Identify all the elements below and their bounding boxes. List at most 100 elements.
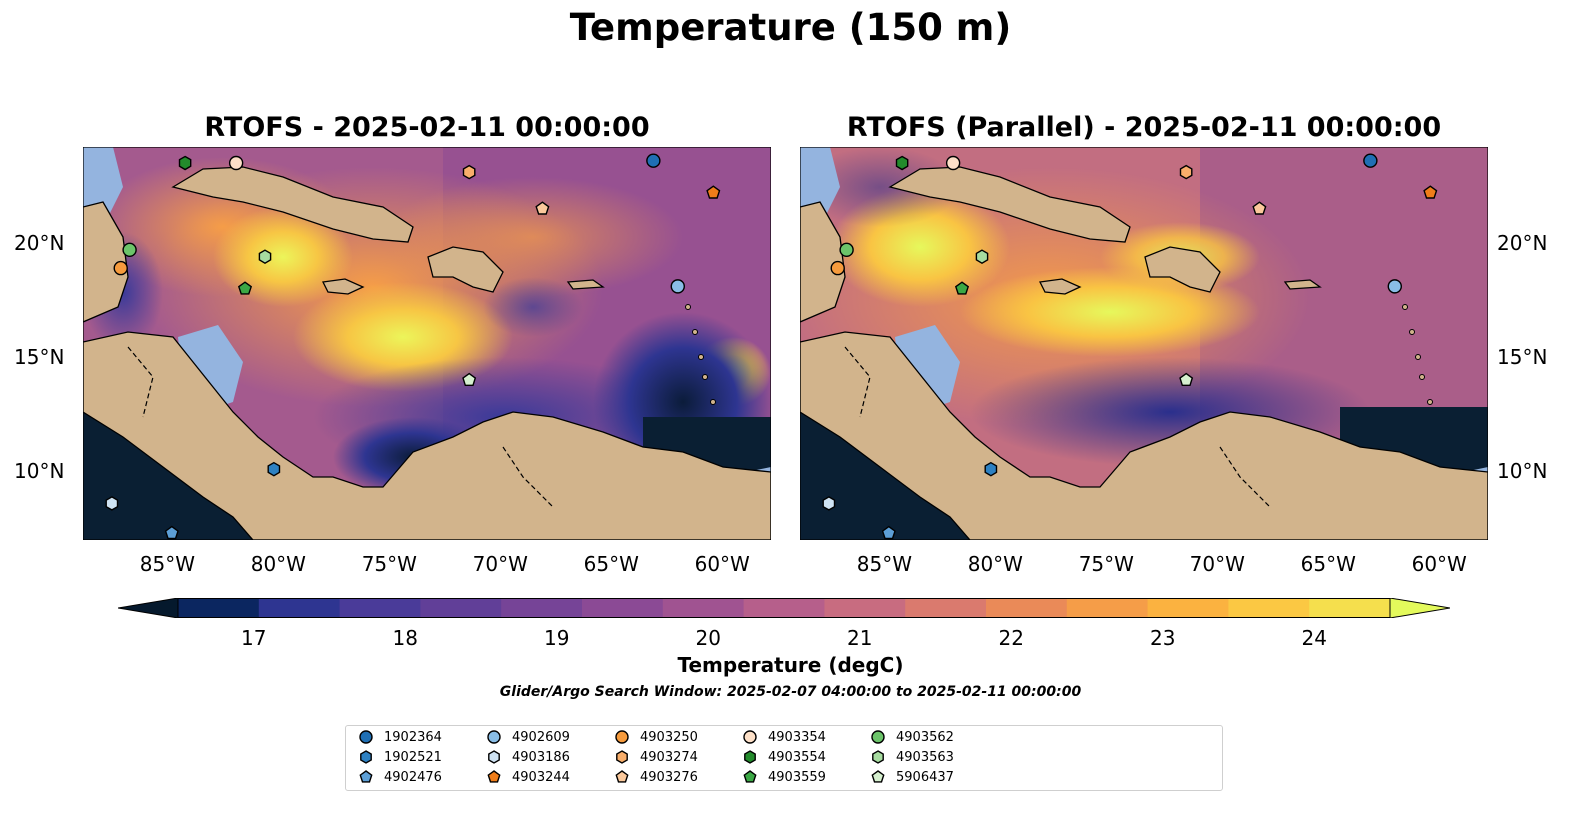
float-marker-4903276	[535, 201, 550, 215]
float-marker-4903186	[105, 496, 119, 511]
lat-tick-label: 15°N	[14, 345, 65, 370]
legend-label: 4902609	[512, 729, 570, 745]
float-marker-1902521	[984, 461, 998, 477]
lat-tick-label: 20°N	[14, 230, 65, 255]
legend-entry-4903244: 4903244	[486, 769, 570, 785]
float-marker-4903276	[1252, 201, 1267, 215]
float-marker-1902364	[1363, 153, 1378, 168]
legend-label: 4903559	[768, 769, 826, 785]
colorbar-segment	[582, 598, 664, 618]
colorbar-tick-label: 23	[1150, 626, 1176, 650]
pentagon-marker-icon	[487, 770, 501, 783]
colorbar-segment	[662, 598, 745, 618]
float-legend: 1902364 1902521 4902476 4902609 4903186 49032…	[345, 725, 1223, 791]
legend-entry-4903562: 4903562	[870, 729, 954, 745]
legend-label: 4903562	[896, 729, 954, 745]
temperature-colorbar	[118, 598, 1450, 618]
pentagon-marker-icon	[359, 770, 373, 783]
lat-tick-label: 15°N	[1497, 345, 1548, 370]
figure-title: Temperature (150 m)	[569, 6, 1012, 49]
colorbar-segment	[905, 598, 987, 618]
float-marker-4903554	[178, 155, 192, 171]
float-marker-4903559	[954, 281, 970, 295]
pentagon-marker-icon	[743, 770, 757, 783]
legend-entry-4903276: 4903276	[614, 769, 698, 785]
right-panel-title: RTOFS (Parallel) - 2025-02-11 00:00:00	[846, 112, 1442, 143]
lon-tick-label: 85°W	[139, 552, 195, 576]
circle-marker-icon	[487, 730, 501, 744]
float-marker-4902609	[1387, 279, 1402, 294]
legend-label: 4903274	[640, 749, 698, 765]
colorbar-tick-label: 18	[392, 626, 418, 650]
rtofs-map-panel	[83, 147, 771, 540]
legend-entry-4903554: 4903554	[742, 749, 826, 765]
colorbar-segment	[1228, 598, 1310, 618]
legend-entry-4902476: 4902476	[358, 769, 442, 785]
colorbar-tick-label: 17	[241, 626, 267, 650]
float-marker-4903244	[706, 185, 721, 199]
colorbar-tick-label: 24	[1301, 626, 1327, 650]
lon-tick-label: 70°W	[1189, 552, 1245, 576]
circle-marker-icon	[743, 730, 757, 744]
float-marker-5906437	[1179, 372, 1194, 387]
float-marker-1902521	[267, 461, 281, 477]
colorbar-tick-label: 19	[544, 626, 570, 650]
circle-marker-icon	[871, 730, 885, 744]
colorbar-extend-high	[1389, 598, 1450, 618]
lon-tick-label: 65°W	[1300, 552, 1356, 576]
hexagon-marker-icon	[616, 750, 628, 764]
lon-tick-label: 60°W	[694, 552, 750, 576]
float-marker-4903274	[1179, 164, 1193, 180]
lat-tick-label: 20°N	[1497, 230, 1548, 255]
legend-label: 1902521	[384, 749, 442, 765]
float-marker-4903186	[822, 496, 836, 511]
float-marker-5906437	[462, 372, 477, 387]
lon-tick-label: 85°W	[856, 552, 912, 576]
float-marker-4903563	[975, 249, 989, 265]
legend-label: 4902476	[384, 769, 442, 785]
rtofs-parallel-map-panel	[800, 147, 1488, 540]
float-marker-4902476	[164, 525, 179, 540]
float-marker-4903562	[839, 242, 854, 258]
float-marker-1902364	[646, 153, 661, 168]
legend-label: 1902364	[384, 729, 442, 745]
colorbar-segment	[501, 598, 583, 618]
legend-entry-4903250: 4903250	[614, 729, 698, 745]
colorbar-segment	[1309, 598, 1391, 618]
float-marker-4903554	[895, 155, 909, 171]
legend-entry-5906437: 5906437	[870, 769, 954, 785]
legend-entry-4903563: 4903563	[870, 749, 954, 765]
lon-tick-label: 80°W	[250, 552, 306, 576]
pentagon-marker-icon	[871, 770, 885, 783]
lon-tick-label: 65°W	[583, 552, 639, 576]
colorbar-tick-label: 21	[847, 626, 873, 650]
colorbar-segment	[178, 598, 260, 618]
lon-tick-label: 75°W	[361, 552, 417, 576]
lon-tick-label: 75°W	[1078, 552, 1134, 576]
colorbar-segment	[420, 598, 502, 618]
colorbar-segment	[1147, 598, 1229, 618]
legend-label: 4903563	[896, 749, 954, 765]
float-markers-left	[105, 153, 721, 540]
circle-marker-icon	[615, 730, 629, 744]
legend-entry-4903354: 4903354	[742, 729, 826, 745]
colorbar-segment	[824, 598, 906, 618]
colorbar-segment	[1066, 598, 1149, 618]
colorbar-tick-label: 22	[998, 626, 1024, 650]
pentagon-marker-icon	[615, 770, 629, 783]
float-marker-4902476	[881, 525, 896, 540]
lon-tick-label: 80°W	[967, 552, 1023, 576]
legend-label: 4903186	[512, 749, 570, 765]
float-marker-4903250	[113, 260, 128, 276]
colorbar-extend-low	[118, 598, 179, 618]
legend-label: 4903244	[512, 769, 570, 785]
colorbar-segment	[339, 598, 421, 618]
hexagon-marker-icon	[872, 750, 884, 764]
lat-tick-label: 10°N	[1497, 459, 1548, 484]
float-marker-4903250	[830, 260, 845, 276]
legend-label: 4903250	[640, 729, 698, 745]
float-marker-4903563	[258, 249, 272, 265]
float-marker-4903354	[228, 155, 244, 171]
legend-entry-1902364: 1902364	[358, 729, 442, 745]
legend-entry-4903186: 4903186	[486, 749, 570, 765]
